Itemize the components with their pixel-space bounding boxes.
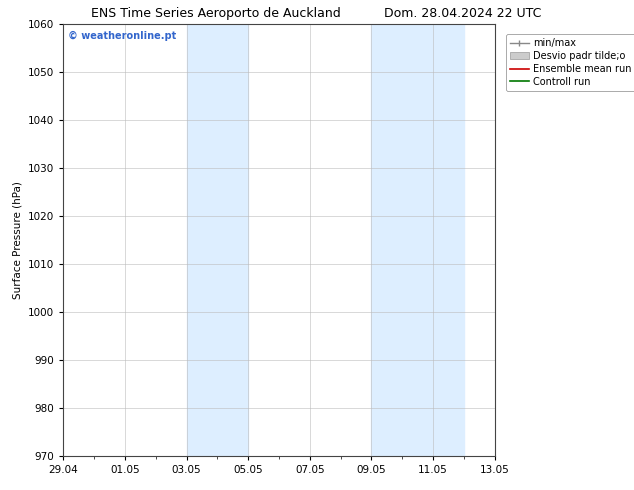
Text: ENS Time Series Aeroporto de Auckland: ENS Time Series Aeroporto de Auckland — [91, 7, 340, 21]
Text: © weatheronline.pt: © weatheronline.pt — [68, 31, 176, 41]
Y-axis label: Surface Pressure (hPa): Surface Pressure (hPa) — [13, 181, 23, 299]
Bar — [186, 24, 248, 456]
Text: Dom. 28.04.2024 22 UTC: Dom. 28.04.2024 22 UTC — [384, 7, 541, 21]
Bar — [372, 24, 463, 456]
Legend: min/max, Desvio padr tilde;o, Ensemble mean run, Controll run: min/max, Desvio padr tilde;o, Ensemble m… — [506, 34, 634, 91]
